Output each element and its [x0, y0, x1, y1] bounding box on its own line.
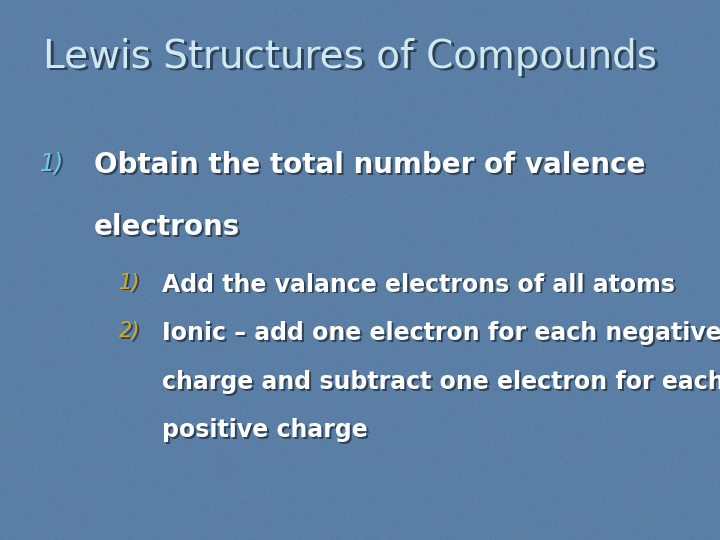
Text: Obtain the total number of valence: Obtain the total number of valence — [96, 153, 647, 181]
Text: electrons: electrons — [94, 213, 240, 241]
Text: 2): 2) — [119, 321, 140, 341]
Text: 1): 1) — [121, 274, 143, 294]
Text: Lewis Structures of Compounds: Lewis Structures of Compounds — [43, 38, 657, 76]
Text: charge and subtract one electron for each: charge and subtract one electron for eac… — [162, 370, 720, 394]
Text: 1): 1) — [40, 151, 64, 175]
Text: positive charge: positive charge — [164, 420, 370, 444]
Text: Lewis Structures of Compounds: Lewis Structures of Compounds — [46, 40, 660, 78]
Text: Add the valance electrons of all atoms: Add the valance electrons of all atoms — [162, 273, 675, 296]
Text: positive charge: positive charge — [162, 418, 368, 442]
Text: 1): 1) — [42, 153, 66, 177]
Text: Ionic – add one electron for each negative: Ionic – add one electron for each negati… — [164, 323, 720, 347]
Text: charge and subtract one electron for each: charge and subtract one electron for eac… — [164, 372, 720, 395]
Text: Add the valance electrons of all atoms: Add the valance electrons of all atoms — [164, 274, 677, 298]
Text: 2): 2) — [121, 323, 143, 343]
Text: Ionic – add one electron for each negative: Ionic – add one electron for each negati… — [162, 321, 720, 345]
Text: 1): 1) — [119, 273, 140, 293]
Text: Obtain the total number of valence: Obtain the total number of valence — [94, 151, 645, 179]
Text: electrons: electrons — [96, 215, 242, 243]
